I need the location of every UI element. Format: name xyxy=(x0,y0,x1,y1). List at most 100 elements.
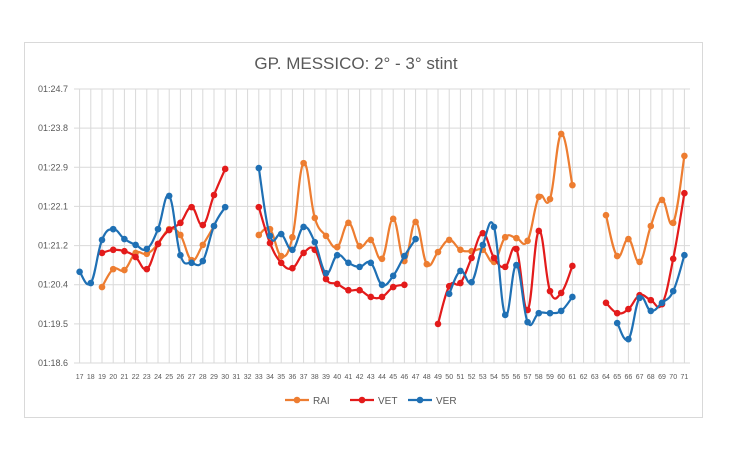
data-point-vet xyxy=(367,293,375,301)
legend-marker-icon xyxy=(416,396,424,404)
data-point-rai xyxy=(177,231,184,239)
data-point-ver xyxy=(625,335,632,343)
data-point-vet xyxy=(154,240,162,248)
x-tick-label: 59 xyxy=(546,374,554,381)
x-tick-label: 65 xyxy=(613,374,621,381)
chart-title: GP. MESSICO: 2° - 3° stint xyxy=(254,54,457,73)
data-point-vet xyxy=(165,226,173,234)
data-point-ver xyxy=(199,257,207,265)
x-tick-label: 64 xyxy=(602,374,610,381)
x-tick-label: 48 xyxy=(423,374,431,381)
data-point-ver xyxy=(76,268,83,276)
data-point-ver xyxy=(255,164,263,172)
data-point-vet xyxy=(98,249,106,257)
x-tick-label: 61 xyxy=(569,374,577,381)
data-point-vet xyxy=(300,249,307,257)
data-point-rai xyxy=(557,130,565,138)
data-point-rai xyxy=(613,252,621,260)
x-tick-label: 38 xyxy=(311,374,319,381)
legend: RAI VET VER xyxy=(285,396,457,407)
data-point-vet xyxy=(266,239,274,247)
data-point-ver xyxy=(132,241,139,249)
series-vet xyxy=(98,165,688,328)
x-tick-label: 21 xyxy=(121,374,129,381)
data-point-vet xyxy=(199,221,207,229)
x-tick-label: 26 xyxy=(177,374,185,381)
data-point-ver xyxy=(188,259,195,267)
x-tick-label: 69 xyxy=(658,374,666,381)
series-ver xyxy=(76,164,688,343)
x-tick-label: 63 xyxy=(591,374,599,381)
data-point-rai xyxy=(143,250,151,258)
data-point-vet xyxy=(569,262,576,270)
data-point-rai xyxy=(98,283,106,291)
data-point-rai xyxy=(121,266,128,274)
data-point-vet xyxy=(121,247,128,255)
data-point-ver xyxy=(121,235,128,243)
x-tick-label: 22 xyxy=(132,374,140,381)
data-point-ver xyxy=(165,192,173,200)
data-point-rai xyxy=(311,214,319,222)
data-point-ver xyxy=(535,309,543,317)
data-point-vet xyxy=(345,286,352,294)
x-tick-label: 17 xyxy=(76,374,84,381)
data-point-vet xyxy=(378,293,386,301)
data-point-rai xyxy=(602,211,610,219)
data-point-vet xyxy=(669,255,677,263)
data-point-rai xyxy=(681,152,688,160)
data-point-vet xyxy=(188,203,195,211)
x-tick-label: 44 xyxy=(378,374,386,381)
data-point-rai xyxy=(255,231,263,239)
data-point-rai xyxy=(647,222,655,230)
data-point-rai xyxy=(513,234,520,242)
data-point-vet xyxy=(681,189,688,197)
legend-label: VET xyxy=(378,396,397,407)
data-point-vet xyxy=(602,299,610,307)
chart-frame xyxy=(24,42,703,418)
data-point-rai xyxy=(457,246,464,254)
x-tick-label: 18 xyxy=(87,374,95,381)
x-tick-label: 50 xyxy=(445,374,453,381)
data-point-ver xyxy=(457,267,464,275)
data-point-ver xyxy=(300,223,307,231)
x-tick-label: 23 xyxy=(143,374,151,381)
x-axis-ticks: 17 18 19 20 21 22 23 24 25 26 27 28 29 30 31 32 33 34 35 36… xyxy=(76,374,689,381)
data-point-rai xyxy=(501,233,509,241)
x-tick-label: 37 xyxy=(300,374,308,381)
data-point-vet xyxy=(613,309,621,317)
legend-marker-icon xyxy=(358,396,366,404)
x-tick-label: 35 xyxy=(277,374,285,381)
data-point-vet xyxy=(457,279,464,287)
data-point-rai xyxy=(658,196,666,204)
x-tick-label: 49 xyxy=(434,374,442,381)
data-point-vet xyxy=(132,253,139,261)
data-point-ver xyxy=(333,251,341,259)
data-point-ver xyxy=(669,287,677,295)
data-point-vet xyxy=(647,296,655,304)
series-line-ver xyxy=(448,221,574,327)
x-tick-label: 34 xyxy=(266,374,274,381)
data-point-rai xyxy=(345,219,352,227)
data-point-rai xyxy=(636,258,643,266)
x-tick-label: 56 xyxy=(513,374,521,381)
data-point-ver xyxy=(546,309,554,317)
data-point-ver xyxy=(401,252,408,260)
data-point-ver xyxy=(513,261,520,269)
data-point-rai xyxy=(109,265,117,273)
data-point-ver xyxy=(266,232,274,240)
data-point-rai xyxy=(300,159,307,167)
x-tick-label: 67 xyxy=(636,374,644,381)
x-tick-label: 52 xyxy=(468,374,476,381)
data-point-ver xyxy=(322,269,330,277)
data-point-rai xyxy=(378,255,386,263)
legend-item-vet: VET xyxy=(350,396,397,407)
data-point-ver xyxy=(658,299,666,307)
x-tick-label: 47 xyxy=(412,374,420,381)
data-point-rai xyxy=(535,193,543,201)
x-tick-label: 55 xyxy=(501,374,509,381)
data-point-ver xyxy=(389,272,397,280)
data-point-rai xyxy=(423,260,431,268)
x-tick-label: 68 xyxy=(647,374,655,381)
data-point-vet xyxy=(333,280,341,288)
